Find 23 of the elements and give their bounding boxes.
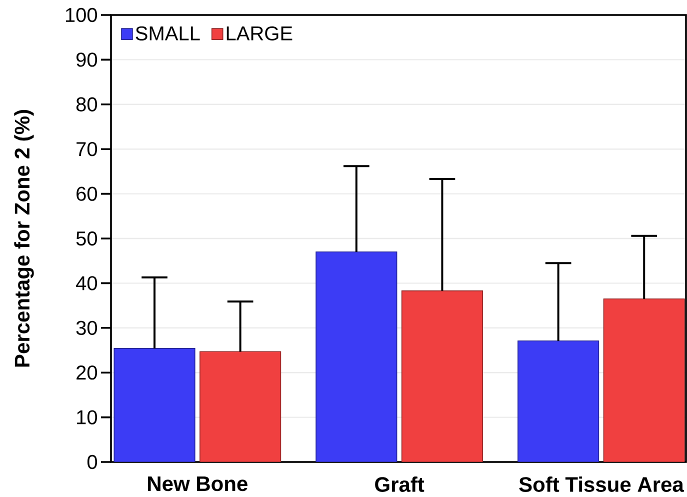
y-tick-label: 50 <box>76 231 98 246</box>
y-tick-label: 70 <box>76 142 98 156</box>
y-tick-label: 10 <box>77 410 98 424</box>
y-tick-label: 100 <box>66 8 98 22</box>
y-tick-label: 90 <box>76 52 98 67</box>
bar <box>316 252 398 462</box>
bar <box>114 348 196 462</box>
bar <box>200 351 282 462</box>
legend-label: LARGE <box>226 26 292 40</box>
bar <box>603 298 685 462</box>
y-tick-label: 20 <box>76 366 98 380</box>
y-tick-label: 40 <box>76 276 98 290</box>
y-axis-title: Percentage for Zone 2 (%) <box>14 110 34 367</box>
x-tick-label: Graft <box>375 476 424 492</box>
legend-label: SMALL <box>136 26 200 40</box>
bar <box>401 290 483 462</box>
x-tick-label: New Bone <box>148 476 248 492</box>
y-tick-label: 0 <box>87 454 98 470</box>
x-tick-label: Soft Tissue Area <box>519 476 684 492</box>
bar <box>518 340 600 462</box>
y-tick-label: 30 <box>76 320 98 335</box>
y-tick-label: 60 <box>76 186 98 201</box>
y-tick-label: 80 <box>76 97 98 112</box>
